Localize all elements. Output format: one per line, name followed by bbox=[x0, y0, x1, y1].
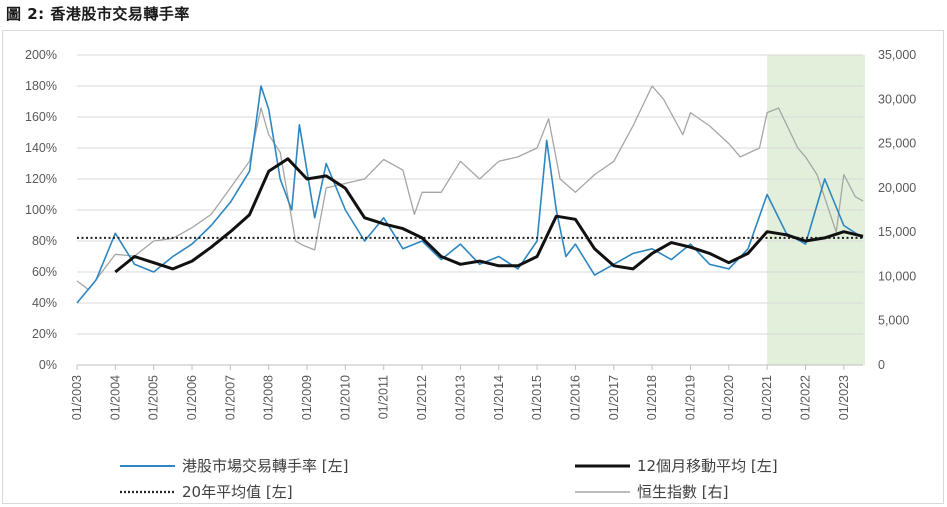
y-left-tick-label: 20% bbox=[32, 327, 57, 341]
legend-group: 港股市場交易轉手率 [左] 12個月移動平均 [左] 20年平均值 [左] 恒生… bbox=[120, 457, 778, 501]
x-tick-label: 01/2003 bbox=[70, 375, 84, 420]
y-left-tick-label: 140% bbox=[25, 141, 57, 155]
x-tick-label: 01/2012 bbox=[415, 375, 429, 420]
y-right-tick-label: 5,000 bbox=[878, 314, 909, 328]
x-tick-label: 01/2018 bbox=[645, 375, 659, 420]
y-left-tick-label: 80% bbox=[32, 234, 57, 248]
y-right-tick-label: 30,000 bbox=[878, 92, 916, 106]
y-left-tick-label: 160% bbox=[25, 110, 57, 124]
x-tick-label: 01/2009 bbox=[300, 375, 314, 420]
x-tick-label: 01/2020 bbox=[722, 375, 736, 420]
y-left-tick-label: 120% bbox=[25, 172, 57, 186]
y-left-tick-label: 60% bbox=[32, 265, 57, 279]
legend-label-avg20: 20年平均值 [左] bbox=[182, 483, 293, 501]
series-turnover bbox=[76, 85, 864, 304]
y-axis-left-labels: 0% 20% 40% 60% 80% 100% 120% 140% 160% 180% 200% bbox=[25, 48, 57, 372]
series-hsi bbox=[76, 85, 864, 291]
y-left-tick-label: 0% bbox=[39, 358, 57, 372]
y-right-tick-label: 35,000 bbox=[878, 48, 916, 62]
chart-frame bbox=[2, 30, 944, 504]
chart-title: 圖 2: 香港股市交易轉手率 bbox=[6, 5, 190, 23]
x-tick-label: 01/2017 bbox=[607, 375, 621, 420]
x-tick-label: 01/2023 bbox=[837, 375, 851, 420]
legend-label-turnover: 港股市場交易轉手率 [左] bbox=[182, 457, 348, 475]
series-group bbox=[76, 85, 864, 304]
x-tick-label: 01/2015 bbox=[530, 375, 544, 420]
x-tick-label: 01/2022 bbox=[798, 375, 812, 420]
x-tick-label: 01/2016 bbox=[568, 375, 582, 420]
x-tick-label: 01/2014 bbox=[492, 375, 506, 420]
legend-label-ma12: 12個月移動平均 [左] bbox=[637, 457, 778, 475]
x-tick-label: 01/2010 bbox=[338, 375, 352, 420]
y-left-tick-label: 200% bbox=[25, 48, 57, 62]
x-tick-label: 01/2006 bbox=[185, 375, 199, 420]
y-axis-right-labels: 0 5,000 10,000 15,000 20,000 25,000 30,000 35,0… bbox=[878, 48, 916, 372]
y-right-tick-label: 10,000 bbox=[878, 269, 916, 283]
x-tick-label: 01/2005 bbox=[147, 375, 161, 420]
y-left-tick-label: 40% bbox=[32, 296, 57, 310]
x-tick-label: 01/2007 bbox=[223, 375, 237, 420]
y-right-tick-label: 0 bbox=[878, 358, 885, 372]
y-right-tick-label: 15,000 bbox=[878, 225, 916, 239]
x-tick-label: 01/2013 bbox=[453, 375, 467, 420]
x-tick-label: 01/2011 bbox=[377, 375, 391, 419]
series-ma12 bbox=[114, 157, 864, 274]
y-right-tick-label: 25,000 bbox=[878, 137, 916, 151]
x-tick-label: 01/2021 bbox=[760, 375, 774, 420]
x-tick-label: 01/2004 bbox=[108, 375, 122, 420]
x-tick-label: 01/2019 bbox=[683, 375, 697, 420]
gridlines-group bbox=[77, 54, 863, 335]
y-left-tick-label: 100% bbox=[25, 203, 57, 217]
y-right-tick-label: 20,000 bbox=[878, 181, 916, 195]
legend-label-hsi: 恒生指數 [右] bbox=[637, 483, 728, 501]
x-tick-label: 01/2008 bbox=[262, 375, 276, 420]
y-left-tick-label: 180% bbox=[25, 79, 57, 93]
x-axis-group: 01/2003 01/2004 01/2005 01/2006 01/2007 01/20… bbox=[70, 364, 863, 420]
